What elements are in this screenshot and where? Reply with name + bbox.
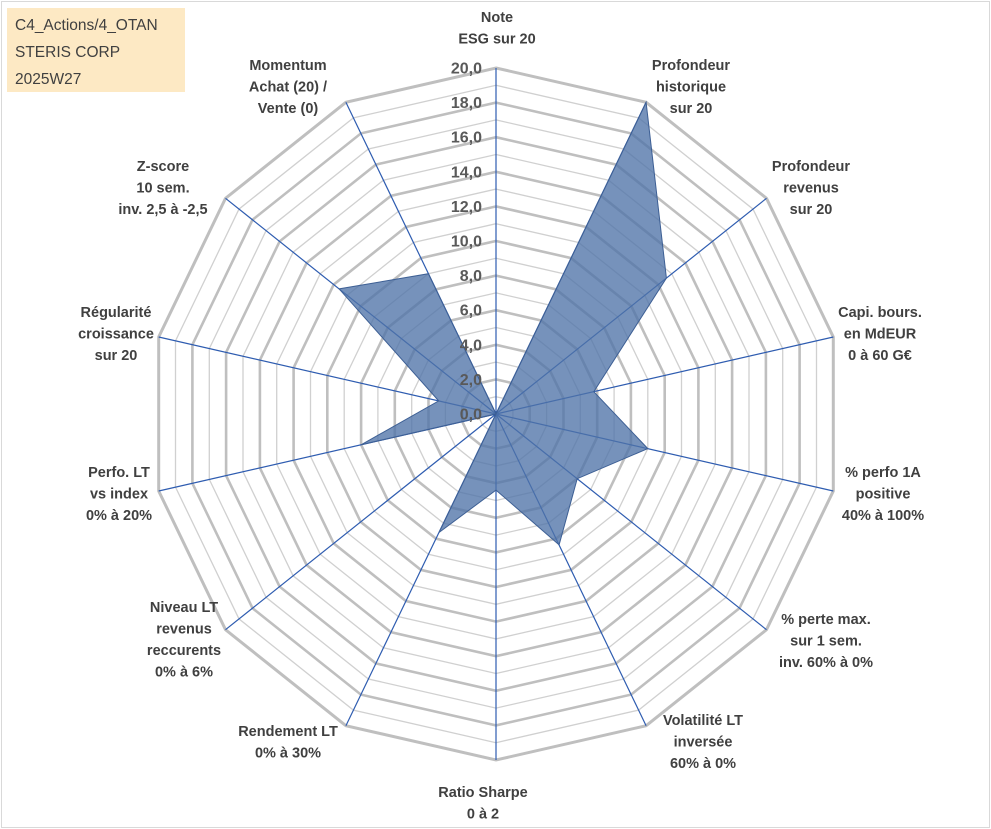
axis-label-line: revenus [783,181,839,197]
axis-label-line: Régularité [81,305,152,321]
info-box: C4_Actions/4_OTAN STERIS CORP 2025W27 [7,8,185,92]
axis-label-line: revenus [156,622,212,638]
tick-label: 16,0 [451,130,482,147]
axis-label: Volatilité LT inversée 60% à 0% [663,713,743,772]
axis-label-line: Profondeur [772,159,850,175]
axis-label-line: positive [856,487,911,503]
axis-label: Note ESG sur 20 [458,10,535,48]
tick-label: 2,0 [460,372,482,389]
tick-label: 4,0 [460,337,482,354]
axis-label-line: Vente (0) [258,101,319,117]
axis-label-line: 10 sem. [136,181,189,197]
axis-label: Rendement LT 0% à 30% [238,724,338,762]
axis-label-line: historique [656,80,726,96]
axis-label-line: Rendement LT [238,724,338,740]
tick-label: 14,0 [451,164,482,181]
axis-label: Profondeur historique sur 20 [652,58,730,117]
axis-label-line: 0 à 2 [467,807,499,823]
axis-label-line: sur 20 [790,202,833,218]
axis-label: Ratio Sharpe 0 à 2 [438,785,527,823]
axis-label-line: sur 20 [670,101,713,117]
radar-tick-labels: 0,0 2,0 4,0 6,0 8,0 10,0 12,0 14,0 16,0 18,0 20,0 [451,61,482,424]
tick-label: 18,0 [451,95,482,112]
axis-label-line: Profondeur [652,58,730,74]
axis-label: Perfo. LT vs index 0% à 20% [86,465,152,524]
axis-label-line: croissance [78,327,154,343]
axis-label-line: Momentum [249,58,326,74]
axis-label-line: % perfo 1A [845,465,921,481]
tick-label: 10,0 [451,234,482,251]
axis-label-line: vs index [90,487,148,503]
tick-label: 12,0 [451,199,482,216]
info-line-week: 2025W27 [15,71,82,88]
info-line-company: STERIS CORP [15,44,121,61]
tick-label: 20,0 [451,61,482,78]
axis-label-line: Capi. bours. [838,305,922,321]
axis-label: % perte max. sur 1 sem. inv. 60% à 0% [779,612,873,671]
axis-label-line: 0% à 6% [155,665,213,681]
axis-label-line: 0% à 20% [86,508,152,524]
axis-label: Momentum Achat (20) / Vente (0) [249,58,327,117]
tick-label: 8,0 [460,268,482,285]
axis-label-line: Z-score [137,159,189,175]
radar-series-area [338,100,667,546]
axis-label-line: Volatilité LT [663,713,743,729]
axis-label: Capi. bours. en MdEUR 0 à 60 G€ [838,305,922,364]
tick-label: 0,0 [460,407,482,424]
info-line-category: C4_Actions/4_OTAN [15,17,158,34]
axis-label-line: reccurents [147,643,221,659]
axis-label: % perfo 1A positive 40% à 100% [842,465,924,524]
tick-label: 6,0 [460,303,482,320]
axis-label-line: 60% à 0% [670,756,736,772]
axis-label-line: 0 à 60 G€ [848,348,912,364]
axis-label-line: sur 1 sem. [790,634,862,650]
axis-label-line: inversée [674,735,733,751]
radar-series [338,100,667,546]
axis-label: Z-score 10 sem. inv. 2,5 à -2,5 [118,159,207,218]
axis-label-line: Ratio Sharpe [438,785,527,801]
axis-label-line: ESG sur 20 [458,32,535,48]
axis-label-line: en MdEUR [844,327,917,343]
axis-label-line: 40% à 100% [842,508,924,524]
radar-spoke [225,413,497,631]
axis-label-line: Achat (20) / [249,80,327,96]
axis-label: Niveau LT revenus reccurents 0% à 6% [147,600,221,681]
axis-label-line: % perte max. [781,612,870,628]
axis-label-line: 0% à 30% [255,746,321,762]
axis-label: Profondeur revenus sur 20 [772,159,850,218]
radar-axis-labels: Note ESG sur 20 Profondeur historique sur 20… [78,10,924,823]
axis-label-line: inv. 60% à 0% [779,655,873,671]
axis-label-line: Note [481,10,513,26]
axis-label-line: sur 20 [95,348,138,364]
axis-label-line: Perfo. LT [88,465,150,481]
axis-label: Régularité croissance sur 20 [78,305,154,364]
axis-label-line: inv. 2,5 à -2,5 [118,202,207,218]
axis-label-line: Niveau LT [150,600,218,616]
